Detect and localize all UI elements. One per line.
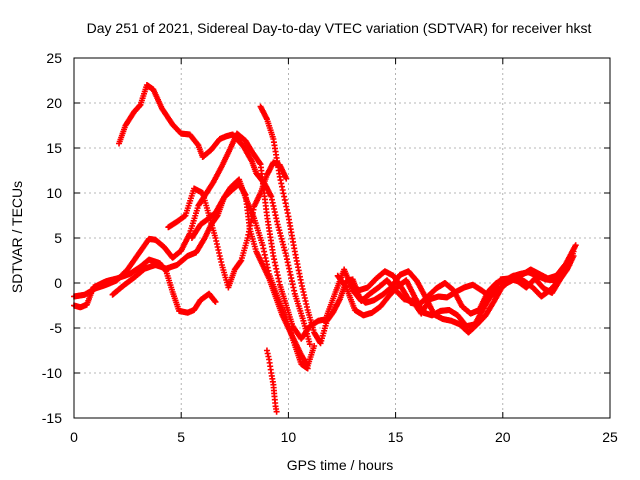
x-tick-label: 0: [70, 429, 78, 445]
data-point: [212, 298, 219, 305]
x-tick-label: 25: [602, 429, 618, 445]
y-tick-label: -5: [50, 320, 63, 336]
y-tick-label: 20: [46, 95, 62, 111]
x-tick-label: 20: [495, 429, 511, 445]
data-point: [306, 341, 313, 348]
y-tick-label: 5: [54, 230, 62, 246]
data-point: [570, 248, 577, 255]
data-point: [561, 262, 568, 268]
y-tick-label: 0: [54, 275, 62, 291]
x-tick-label: 10: [281, 429, 297, 445]
y-tick-label: 25: [46, 50, 62, 66]
y-tick-label: 10: [46, 185, 62, 201]
x-axis-label: GPS time / hours: [287, 457, 394, 473]
series-track-6: [188, 181, 318, 369]
y-tick-label: -15: [42, 410, 62, 426]
x-tick-label: 5: [177, 429, 185, 445]
data-point: [572, 242, 579, 249]
x-tick-label: 15: [388, 429, 404, 445]
series-track-11: [263, 347, 280, 415]
data-point: [311, 343, 318, 349]
data-markers: [71, 82, 579, 415]
axis-ticks: 0 5 10 15 20 25 -15 -10 -5 0 5 10 15 20 25: [42, 50, 618, 445]
y-tick-label: -10: [42, 365, 62, 381]
series-track-10: [347, 262, 568, 317]
y-axis-label: SDTVAR / TECUs: [9, 181, 25, 293]
y-tick-label: 15: [46, 140, 62, 156]
data-point: [283, 175, 290, 182]
data-point: [273, 408, 280, 415]
series-track-3: [116, 82, 313, 348]
chart-title: Day 251 of 2021, Sidereal Day-to-day VTE…: [87, 20, 592, 36]
